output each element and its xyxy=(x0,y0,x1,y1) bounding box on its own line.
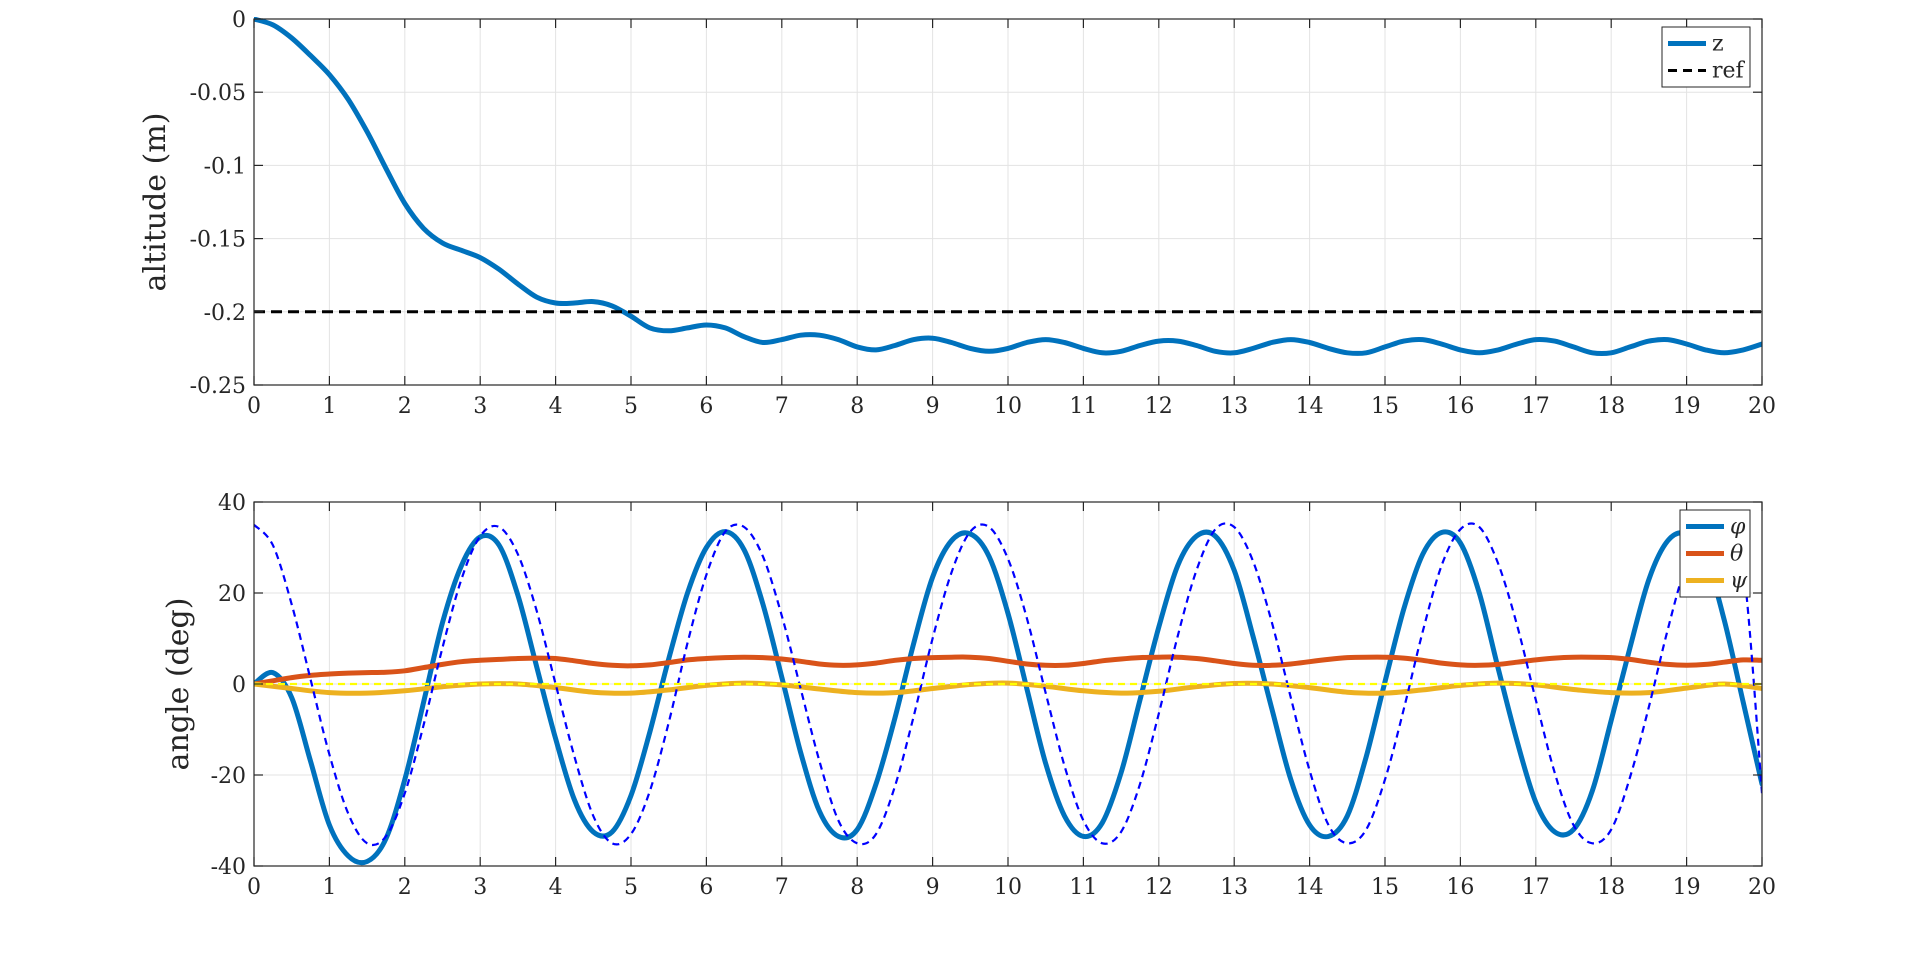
x-tick-label: 8 xyxy=(850,394,864,419)
x-tick-label: 15 xyxy=(1371,394,1399,419)
altitude-grid xyxy=(253,18,1763,386)
x-tick-label: 4 xyxy=(549,394,563,419)
angle-y-axis-label: angle (deg) xyxy=(161,598,196,771)
x-tick-label: 7 xyxy=(775,875,789,900)
y-tick-label: -0.25 xyxy=(190,374,246,399)
x-tick-label: 3 xyxy=(473,394,487,419)
y-tick-label: 0 xyxy=(232,8,246,33)
altitude-series-group xyxy=(254,17,1762,357)
y-tick-label: 0 xyxy=(232,673,246,698)
x-tick-label: 3 xyxy=(473,875,487,900)
y-tick-label: -0.05 xyxy=(190,81,246,106)
x-tick-label: 13 xyxy=(1220,394,1248,419)
angle-legend: φθψ xyxy=(1679,509,1751,598)
x-tick-label: 1 xyxy=(322,875,336,900)
series-line-φ xyxy=(254,529,1762,866)
angle-axes: 0 1 2 3 4 5 6 7 8 9 10 11 12 13 14 15 16 17 18 19 2040200-20… xyxy=(161,491,1776,900)
x-tick-label: 0 xyxy=(247,875,261,900)
x-tick-label: 10 xyxy=(994,394,1022,419)
y-tick-label: -0.2 xyxy=(204,301,246,326)
x-tick-label: 14 xyxy=(1296,875,1324,900)
x-tick-label: 1 xyxy=(322,394,336,419)
x-tick-label: 12 xyxy=(1145,394,1173,419)
x-tick-label: 15 xyxy=(1371,875,1399,900)
series-line-z xyxy=(254,17,1762,357)
y-tick-label: -0.1 xyxy=(204,154,246,179)
x-tick-label: 16 xyxy=(1446,394,1474,419)
x-tick-label: 5 xyxy=(624,394,638,419)
x-tick-label: 20 xyxy=(1748,875,1776,900)
x-tick-label: 13 xyxy=(1220,875,1248,900)
x-tick-label: 17 xyxy=(1522,875,1550,900)
x-tick-label: 17 xyxy=(1522,394,1550,419)
x-tick-label: 4 xyxy=(549,875,563,900)
x-tick-label: 18 xyxy=(1597,394,1625,419)
x-tick-label: 16 xyxy=(1446,875,1474,900)
y-tick-label: -0.15 xyxy=(190,228,246,253)
legend-label-ψ: ψ xyxy=(1730,569,1748,594)
x-tick-label: 5 xyxy=(624,875,638,900)
x-tick-label: 9 xyxy=(926,875,940,900)
x-tick-label: 19 xyxy=(1673,875,1701,900)
x-tick-label: 19 xyxy=(1673,394,1701,419)
legend-label-φ: φ xyxy=(1730,515,1746,540)
angle-ticks: 0 1 2 3 4 5 6 7 8 9 10 11 12 13 14 15 16 17 18 19 2040200-20… xyxy=(211,491,1776,900)
x-tick-label: 2 xyxy=(398,394,412,419)
x-tick-label: 11 xyxy=(1069,394,1097,419)
legend-label-θ: θ xyxy=(1730,542,1743,567)
x-tick-label: 11 xyxy=(1069,875,1097,900)
x-tick-label: 9 xyxy=(926,394,940,419)
angle-series-group xyxy=(254,522,1762,866)
y-tick-label: 40 xyxy=(218,491,246,516)
altitude-y-axis-label: altitude (m) xyxy=(138,113,173,292)
x-tick-label: 20 xyxy=(1748,394,1776,419)
x-tick-label: 7 xyxy=(775,394,789,419)
legend-label-z: z xyxy=(1712,32,1724,57)
x-tick-label: 12 xyxy=(1145,875,1173,900)
altitude-axes: 0 1 2 3 4 5 6 7 8 9 10 11 12 13 14 15 16 17 18 19 200-0.05-0… xyxy=(138,8,1776,419)
y-tick-label: -20 xyxy=(211,764,246,789)
y-tick-label: -40 xyxy=(211,855,246,880)
altitude-ticks: 0 1 2 3 4 5 6 7 8 9 10 11 12 13 14 15 16 17 18 19 200-0.05-0… xyxy=(190,8,1776,419)
x-tick-label: 18 xyxy=(1597,875,1625,900)
series-line-θ xyxy=(254,654,1762,687)
x-tick-label: 6 xyxy=(699,875,713,900)
x-tick-label: 6 xyxy=(699,394,713,419)
series-line-dashed-reference xyxy=(254,522,1762,847)
x-tick-label: 0 xyxy=(247,394,261,419)
x-tick-label: 8 xyxy=(850,875,864,900)
legend-label-ref: ref xyxy=(1712,59,1746,84)
legend-box xyxy=(1661,26,1751,88)
x-tick-label: 2 xyxy=(398,875,412,900)
x-tick-label: 14 xyxy=(1296,394,1324,419)
y-tick-label: 20 xyxy=(218,582,246,607)
x-tick-label: 10 xyxy=(994,875,1022,900)
